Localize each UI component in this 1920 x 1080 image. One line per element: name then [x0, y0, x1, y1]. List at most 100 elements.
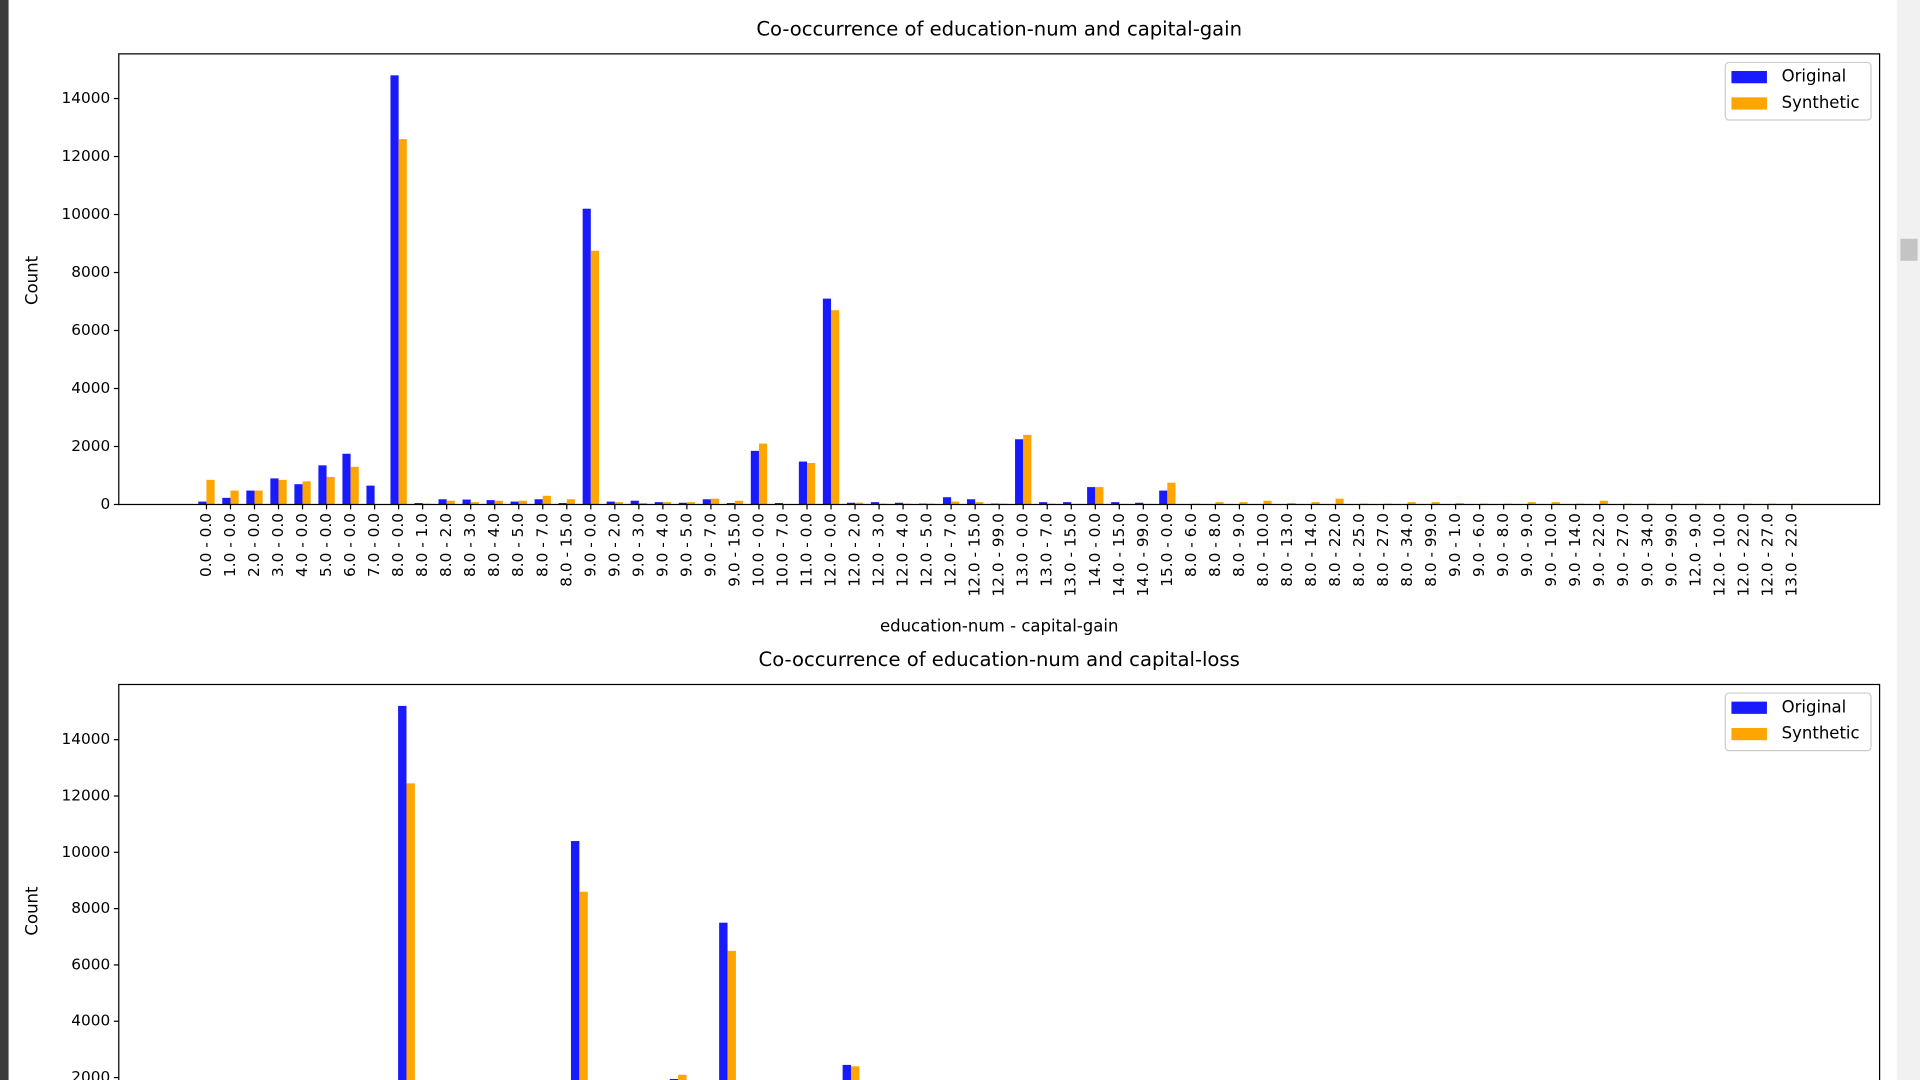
bar [719, 922, 728, 1080]
x-tick-label: 14.0 - 15.0 [1110, 513, 1128, 596]
x-tick-label: 11.0 - 0.0 [798, 513, 816, 587]
bar [807, 463, 816, 505]
bar [206, 479, 215, 505]
x-tick-label: 9.0 - 2.0 [605, 513, 623, 577]
x-tick-label: 9.0 - 8.0 [1494, 513, 1512, 577]
bar [438, 499, 447, 505]
bar [1095, 487, 1104, 505]
bar [1167, 482, 1176, 505]
x-tick-label: 10.0 - 7.0 [773, 513, 791, 587]
x-tick-label: 8.0 - 5.0 [509, 513, 527, 577]
x-tick-label: 8.0 - 99.0 [1422, 513, 1440, 587]
bar [326, 476, 335, 505]
bar [246, 490, 255, 505]
y-tick-label: 8000 [71, 263, 110, 281]
x-tick-label: 4.0 - 0.0 [293, 513, 311, 577]
bar [842, 1064, 852, 1080]
bar [870, 502, 880, 505]
y-tick-label: 6000 [71, 955, 110, 973]
y-tick-label: 14000 [62, 730, 111, 748]
x-tick-label: 8.0 - 4.0 [485, 513, 503, 577]
bar [1039, 502, 1048, 505]
x-tick-label: 8.0 - 13.0 [1278, 513, 1296, 587]
bar [1599, 500, 1608, 505]
x-tick-label: 0.0 - 0.0 [197, 513, 215, 577]
bar [294, 484, 303, 505]
x-tick-label: 8.0 - 3.0 [461, 513, 479, 577]
legend-swatch [1731, 727, 1767, 741]
bar [579, 891, 588, 1080]
bar [406, 783, 415, 1080]
x-tick-label: 9.0 - 5.0 [677, 513, 695, 577]
bar [542, 495, 551, 505]
bar [1335, 498, 1344, 505]
bar [302, 481, 311, 505]
legend-label: Original [1782, 67, 1847, 86]
bar [566, 499, 575, 505]
bar [1239, 502, 1248, 505]
bar [894, 502, 904, 505]
x-tick-label: 12.0 - 99.0 [990, 513, 1008, 596]
bar [414, 503, 423, 505]
legend-label: Original [1782, 697, 1847, 716]
scrollbar[interactable] [1896, 0, 1920, 1080]
x-tick-label: 9.0 - 7.0 [701, 513, 719, 577]
x-tick-label: 9.0 - 99.0 [1662, 513, 1680, 587]
chart-title: Co-occurrence of education-num and capit… [759, 648, 1240, 671]
bar [222, 497, 231, 505]
bar [774, 503, 783, 505]
bar [1527, 502, 1536, 505]
x-tick-label: 8.0 - 8.0 [1206, 513, 1224, 577]
bar [230, 490, 239, 505]
x-tick-label: 8.0 - 2.0 [437, 513, 455, 577]
x-tick-label: 8.0 - 34.0 [1398, 513, 1416, 587]
bar [1407, 502, 1416, 505]
legend-swatch [1731, 701, 1767, 714]
bar [486, 500, 495, 505]
y-tick-label: 8000 [71, 899, 110, 917]
bar [630, 500, 639, 505]
x-tick-label: 12.0 - 15.0 [966, 513, 984, 596]
bar [678, 502, 687, 505]
x-tick-label: 8.0 - 7.0 [533, 513, 551, 577]
bar [1087, 487, 1096, 505]
bar [1023, 434, 1032, 505]
bar [1063, 502, 1072, 505]
bar [582, 208, 591, 505]
y-tick-label: 10000 [62, 843, 111, 861]
bar [686, 502, 696, 505]
x-tick-label: 14.0 - 99.0 [1134, 513, 1152, 596]
x-tick-label: 13.0 - 15.0 [1062, 513, 1080, 596]
x-tick-label: 9.0 - 22.0 [1590, 513, 1608, 587]
bar [726, 503, 735, 505]
y-tick-label: 4000 [71, 379, 110, 397]
bar [390, 75, 399, 505]
legend-swatch [1731, 71, 1767, 84]
x-tick-label: 12.0 - 2.0 [846, 513, 864, 587]
x-tick-label: 12.0 - 0.0 [822, 513, 840, 587]
x-tick-label: 9.0 - 3.0 [629, 513, 647, 577]
x-tick-label: 12.0 - 27.0 [1758, 513, 1776, 596]
bar [975, 502, 984, 505]
bar [851, 1066, 860, 1080]
bar [534, 499, 543, 505]
x-tick-label: 8.0 - 15.0 [557, 513, 575, 587]
bar [798, 461, 808, 505]
bar [638, 503, 648, 505]
scrollbar-thumb[interactable] [1900, 238, 1918, 261]
x-tick-label: 12.0 - 4.0 [894, 513, 912, 587]
x-tick-label: 2.0 - 0.0 [245, 513, 263, 577]
bar [366, 485, 375, 505]
bar [590, 250, 599, 505]
y-axis-label: Count [23, 255, 42, 305]
x-tick-label: 9.0 - 9.0 [1518, 513, 1536, 577]
y-tick-label: 12000 [62, 147, 111, 165]
bar [1455, 503, 1464, 505]
x-tick-label: 9.0 - 1.0 [1446, 513, 1464, 577]
bar [1287, 503, 1296, 505]
plot-frame [118, 53, 1881, 506]
bar [942, 497, 952, 505]
bar [606, 501, 615, 505]
